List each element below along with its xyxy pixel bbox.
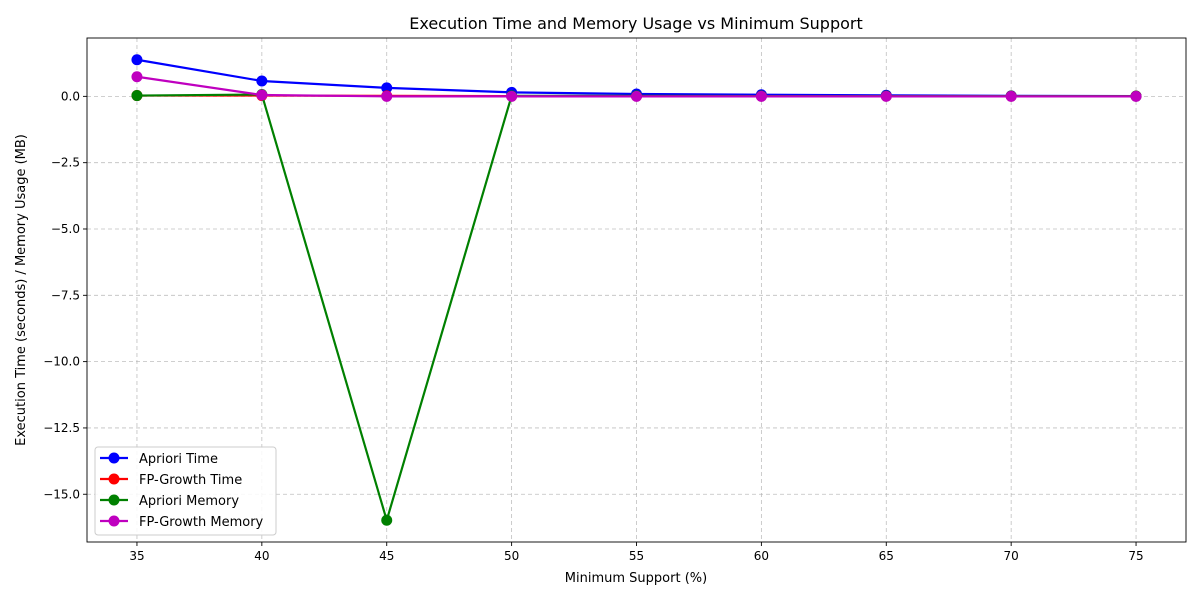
data-point bbox=[755, 90, 767, 102]
series-layer bbox=[131, 54, 1142, 526]
y-tick-label: −12.5 bbox=[43, 421, 80, 435]
data-point bbox=[256, 89, 268, 101]
y-tick-label: −7.5 bbox=[51, 288, 80, 302]
x-tick-label: 35 bbox=[129, 549, 144, 563]
legend-marker bbox=[108, 494, 120, 506]
x-tick-label: 75 bbox=[1128, 549, 1143, 563]
data-point bbox=[1005, 90, 1017, 102]
legend-label: FP-Growth Memory bbox=[139, 515, 264, 530]
legend-box bbox=[94, 446, 277, 536]
x-tick-label: 70 bbox=[1004, 549, 1019, 563]
x-tick-label: 45 bbox=[379, 549, 394, 563]
data-point bbox=[131, 90, 143, 102]
series-fp-growth-memory bbox=[131, 71, 1142, 102]
legend-label: Apriori Time bbox=[139, 452, 218, 467]
legend-marker bbox=[108, 515, 120, 527]
data-point bbox=[381, 514, 393, 526]
legend-label: Apriori Memory bbox=[139, 494, 239, 509]
x-tick-label: 50 bbox=[504, 549, 519, 563]
tick-layer: 35 40 45 50 55 60 65 70 75 −15.0 −12.5 −10.0 −7.5 −5.… bbox=[43, 89, 1143, 563]
legend-entry: FP-Growth Memory bbox=[100, 515, 264, 530]
y-tick-label: −5.0 bbox=[51, 222, 80, 236]
data-point bbox=[631, 90, 642, 102]
x-axis-label: Minimum Support (%) bbox=[565, 571, 707, 586]
x-tick-label: 55 bbox=[629, 549, 644, 563]
legend-entry: Apriori Memory bbox=[100, 494, 239, 509]
data-point bbox=[256, 75, 268, 87]
legend: Apriori Time FP-Growth Time Apriori Memory… bbox=[94, 446, 277, 536]
legend-marker bbox=[108, 473, 120, 485]
x-tick-label: 65 bbox=[879, 549, 894, 563]
x-tick-label: 60 bbox=[754, 549, 769, 563]
y-tick-label: 0.0 bbox=[61, 89, 80, 103]
data-point bbox=[131, 71, 143, 83]
data-point bbox=[381, 90, 393, 102]
y-tick-label: −10.0 bbox=[43, 355, 80, 369]
legend-entry: FP-Growth Time bbox=[100, 473, 242, 488]
data-point bbox=[506, 90, 518, 102]
legend-label: FP-Growth Time bbox=[139, 473, 242, 488]
legend-marker bbox=[108, 452, 120, 464]
data-point bbox=[131, 54, 143, 66]
data-point bbox=[1130, 90, 1142, 102]
y-tick-label: −2.5 bbox=[51, 156, 80, 170]
x-tick-label: 40 bbox=[254, 549, 269, 563]
y-tick-label: −15.0 bbox=[43, 487, 80, 501]
legend-entry: Apriori Time bbox=[100, 452, 218, 467]
data-point bbox=[381, 82, 393, 94]
y-axis-label: Execution Time (seconds) / Memory Usage … bbox=[14, 134, 29, 446]
chart-title: Execution Time and Memory Usage vs Minim… bbox=[409, 14, 863, 33]
data-point bbox=[880, 90, 892, 102]
